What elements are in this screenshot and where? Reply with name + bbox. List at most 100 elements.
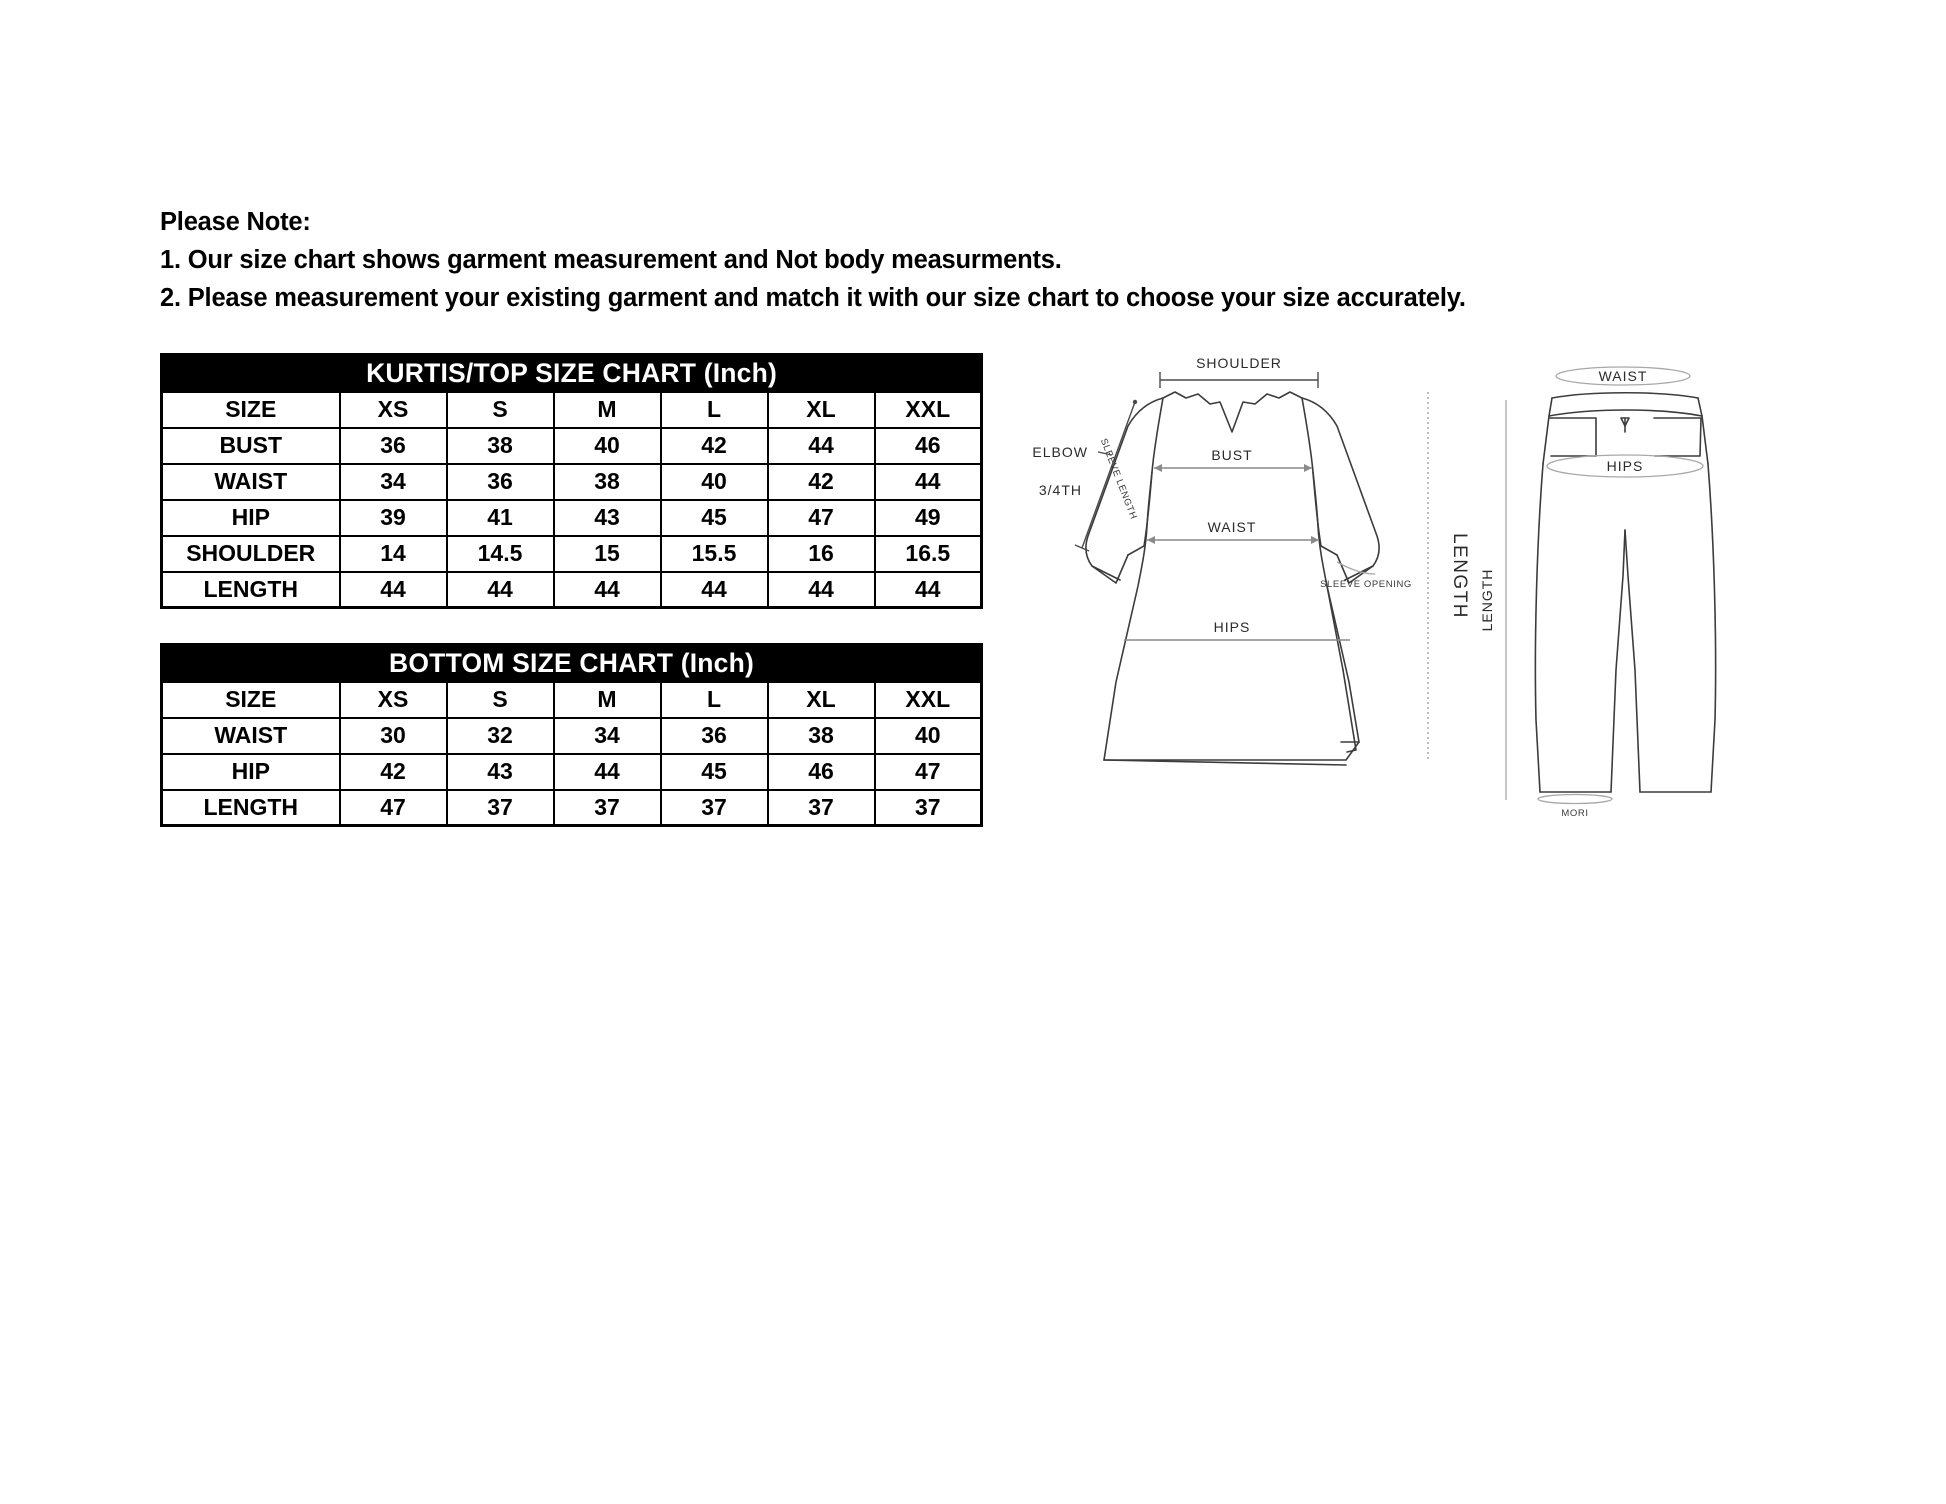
please-note-block: Please Note: 1. Our size chart shows gar… <box>160 203 1660 317</box>
cell-value: 38 <box>552 462 662 501</box>
mori-label: MORI <box>1561 808 1588 819</box>
waist-measure <box>1147 536 1319 544</box>
cell-value: 44 <box>552 570 662 609</box>
cell-value: 42 <box>338 752 448 791</box>
kurti-outline <box>1085 391 1380 766</box>
cell-value: 44 <box>766 570 876 609</box>
cell-value: 37 <box>445 788 555 827</box>
cell-value: 15.5 <box>659 534 769 573</box>
cell-value: 44 <box>338 570 448 609</box>
sleeve-opening-label-line1: SLEEVE OPENING <box>1320 579 1412 590</box>
cell-value: 45 <box>659 498 769 537</box>
pants-measurement-diagram: WAIST <box>1480 340 1900 830</box>
table-header-row: SIZE XS S M L XL XXL <box>160 680 983 719</box>
row-label: WAIST <box>160 716 341 755</box>
pants-hips-label: HIPS <box>1607 458 1644 474</box>
kurti-measurement-diagram: SHOULDER <box>1020 340 1500 830</box>
kurtis-top-size-chart-table: KURTIS/TOP SIZE CHART (Inch) SIZE XS S M… <box>160 353 984 609</box>
three-quarter-label: 3/4TH <box>1039 482 1082 498</box>
shoulder-dimension <box>1159 372 1319 388</box>
row-label: SHOULDER <box>160 534 341 573</box>
pants-waist-label: WAIST <box>1599 368 1648 384</box>
column-header-m: M <box>552 680 662 719</box>
column-header-xs: XS <box>338 680 448 719</box>
cell-value: 44 <box>873 570 983 609</box>
cell-value: 43 <box>552 498 662 537</box>
column-header-l: L <box>659 680 769 719</box>
table-row: LENGTH 44 44 44 44 44 44 <box>160 570 983 609</box>
note-heading: Please Note: <box>160 208 311 236</box>
sleeve-length-dimension <box>1074 399 1138 552</box>
cell-value: 40 <box>873 716 983 755</box>
cell-value: 40 <box>659 462 769 501</box>
bust-measure <box>1154 464 1312 472</box>
cell-value: 44 <box>552 752 662 791</box>
column-header-xl: XL <box>766 680 876 719</box>
note-line-1: 1. Our size chart shows garment measurem… <box>160 246 1062 274</box>
column-header-m: M <box>552 390 662 429</box>
cell-value: 14.5 <box>445 534 555 573</box>
table-title-row: BOTTOM SIZE CHART (Inch) <box>160 643 983 683</box>
bust-label: BUST <box>1211 447 1252 463</box>
table-row: WAIST 34 36 38 40 42 44 <box>160 462 983 501</box>
cell-value: 40 <box>552 426 662 465</box>
cell-value: 47 <box>766 498 876 537</box>
table-row: SHOULDER 14 14.5 15 15.5 16 16.5 <box>160 534 983 573</box>
table-row: HIP 39 41 43 45 47 49 <box>160 498 983 537</box>
column-header-xxl: XXL <box>873 390 983 429</box>
cell-value: 46 <box>766 752 876 791</box>
column-header-xl: XL <box>766 390 876 429</box>
cell-value: 42 <box>659 426 769 465</box>
cell-value: 37 <box>659 788 769 827</box>
row-label: HIP <box>160 752 341 791</box>
table-header-row: SIZE XS S M L XL XXL <box>160 390 983 429</box>
table-row: BUST 36 38 40 42 44 46 <box>160 426 983 465</box>
cell-value: 32 <box>445 716 555 755</box>
hips-ellipse <box>1546 454 1704 478</box>
table-row: LENGTH 47 37 37 37 37 37 <box>160 788 983 827</box>
hips-label: HIPS <box>1214 619 1251 635</box>
cell-value: 36 <box>659 716 769 755</box>
cell-value: 36 <box>445 462 555 501</box>
cell-value: 44 <box>873 462 983 501</box>
cell-value: 37 <box>552 788 662 827</box>
cell-value: 34 <box>338 462 448 501</box>
cell-value: 42 <box>766 462 876 501</box>
column-header-size: SIZE <box>160 390 341 429</box>
row-label: WAIST <box>160 462 341 501</box>
cell-value: 47 <box>873 752 983 791</box>
table-title-row: KURTIS/TOP SIZE CHART (Inch) <box>160 353 983 393</box>
cell-value: 49 <box>873 498 983 537</box>
cell-value: 15 <box>552 534 662 573</box>
length-label: LENGTH <box>1449 533 1470 619</box>
column-header-s: S <box>445 680 555 719</box>
elbow-marker <box>1097 451 1113 456</box>
cell-value: 30 <box>338 716 448 755</box>
cell-value: 43 <box>445 752 555 791</box>
cell-value: 45 <box>659 752 769 791</box>
waist-ellipse <box>1555 366 1691 386</box>
sleeve-opening-callout <box>1336 561 1376 575</box>
cell-value: 44 <box>659 570 769 609</box>
cell-value: 16 <box>766 534 876 573</box>
column-header-xxl: XXL <box>873 680 983 719</box>
cell-value: 37 <box>873 788 983 827</box>
shoulder-label: SHOULDER <box>1196 355 1282 371</box>
bottom-size-chart-table: BOTTOM SIZE CHART (Inch) SIZE XS S M L X… <box>160 643 984 827</box>
cell-value: 47 <box>338 788 448 827</box>
row-label: BUST <box>160 426 341 465</box>
table-row: WAIST 30 32 34 36 38 40 <box>160 716 983 755</box>
row-label: LENGTH <box>160 570 341 609</box>
cell-value: 38 <box>445 426 555 465</box>
row-label: HIP <box>160 498 341 537</box>
mori-ellipse <box>1537 793 1613 805</box>
cell-value: 38 <box>766 716 876 755</box>
cell-value: 14 <box>338 534 448 573</box>
column-header-s: S <box>445 390 555 429</box>
cell-value: 41 <box>445 498 555 537</box>
cell-value: 44 <box>445 570 555 609</box>
elbow-label: ELBOW <box>1032 444 1088 460</box>
kurtis-table-title: KURTIS/TOP SIZE CHART (Inch) <box>160 353 983 393</box>
cell-value: 34 <box>552 716 662 755</box>
